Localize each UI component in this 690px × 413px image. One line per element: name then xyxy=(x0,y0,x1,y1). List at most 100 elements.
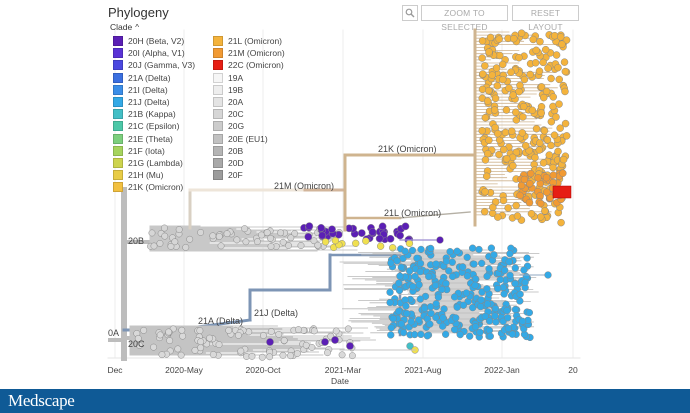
tree-tip[interactable] xyxy=(562,132,571,140)
tree-tip[interactable] xyxy=(233,236,241,244)
tree-tip[interactable] xyxy=(297,242,305,250)
zoom-to-selected-button[interactable]: ZOOM TO SELECTED xyxy=(421,5,508,32)
tree-tip[interactable] xyxy=(528,106,537,115)
tree-tip[interactable] xyxy=(393,257,401,265)
legend-item[interactable]: 21E (Theta) xyxy=(113,133,173,145)
tree-tip[interactable] xyxy=(235,331,242,339)
tree-tip[interactable] xyxy=(413,254,421,262)
tree-tip[interactable] xyxy=(505,258,513,266)
tree-tip[interactable] xyxy=(549,163,557,172)
tree-tip[interactable] xyxy=(275,330,283,338)
tree-tip[interactable] xyxy=(158,351,166,359)
tree-tip[interactable] xyxy=(508,127,516,135)
tree-tip[interactable] xyxy=(134,334,142,342)
tree-tip[interactable] xyxy=(148,229,156,237)
tree-tip[interactable] xyxy=(549,93,557,101)
tree-tip[interactable] xyxy=(485,86,493,95)
tree-tip[interactable] xyxy=(519,102,528,111)
tree-tip[interactable] xyxy=(150,343,158,351)
tree-tip[interactable] xyxy=(487,244,496,252)
tree-tip[interactable] xyxy=(331,336,339,344)
tree-tip[interactable] xyxy=(463,253,471,261)
legend-item[interactable]: 21F (Iota) xyxy=(113,145,165,157)
legend-item[interactable]: 21A (Delta) xyxy=(113,72,171,84)
tree-tip[interactable] xyxy=(217,242,225,250)
tree-tip[interactable] xyxy=(445,267,453,275)
tree-tip[interactable] xyxy=(415,316,423,324)
tree-tip[interactable] xyxy=(165,328,173,336)
tree-tip[interactable] xyxy=(515,53,523,62)
tree-tip[interactable] xyxy=(512,201,520,210)
tree-tip[interactable] xyxy=(331,236,339,245)
tree-tip[interactable] xyxy=(475,245,483,254)
tree-tip[interactable] xyxy=(387,259,395,267)
tree-tip[interactable] xyxy=(197,338,205,346)
tree-tip[interactable] xyxy=(266,353,274,361)
tree-tip[interactable] xyxy=(386,288,394,296)
tree-tip[interactable] xyxy=(431,281,440,290)
tree-tip[interactable] xyxy=(453,247,461,255)
legend-item[interactable]: 22C (Omicron) xyxy=(213,59,284,71)
tree-tip[interactable] xyxy=(432,313,440,322)
tree-tip[interactable] xyxy=(405,239,414,248)
tree-tip[interactable] xyxy=(539,159,548,167)
tree-tip[interactable] xyxy=(415,281,423,289)
tree-tip[interactable] xyxy=(511,108,520,117)
tree-tip[interactable] xyxy=(500,290,508,298)
tree-tip[interactable] xyxy=(547,117,556,126)
tree-tip[interactable] xyxy=(554,147,562,156)
tree-tip[interactable] xyxy=(495,35,503,43)
tree-tip[interactable] xyxy=(263,229,271,237)
tree-tip[interactable] xyxy=(507,68,515,76)
tree-tip[interactable] xyxy=(389,314,397,323)
tree-tip[interactable] xyxy=(375,234,384,243)
tree-tip[interactable] xyxy=(483,272,491,280)
tree-tip[interactable] xyxy=(559,169,567,177)
tree-tip[interactable] xyxy=(209,232,217,240)
tree-tip[interactable] xyxy=(156,331,164,339)
tree-tip[interactable] xyxy=(223,230,231,238)
tree-tip[interactable] xyxy=(411,272,419,281)
tree-tip[interactable] xyxy=(509,162,517,170)
tree-tip[interactable] xyxy=(493,82,502,90)
tree-tip[interactable] xyxy=(532,46,540,55)
tree-tip[interactable] xyxy=(521,141,530,150)
tree-tip[interactable] xyxy=(459,263,467,271)
tree-tip[interactable] xyxy=(387,331,395,339)
tree-tip[interactable] xyxy=(556,33,565,41)
tree-tip[interactable] xyxy=(416,268,424,276)
tree-tip[interactable] xyxy=(321,338,329,346)
tree-tip[interactable] xyxy=(362,237,370,245)
tree-tip[interactable] xyxy=(481,312,489,321)
tree-tip[interactable] xyxy=(491,312,499,320)
tree-tip[interactable] xyxy=(485,265,493,273)
tree-tip[interactable] xyxy=(156,239,164,247)
tree-tip[interactable] xyxy=(469,304,477,312)
tree-tip[interactable] xyxy=(477,296,485,304)
tree-tip[interactable] xyxy=(432,300,440,308)
tree-tip[interactable] xyxy=(287,352,295,360)
tree-tip[interactable] xyxy=(537,102,546,111)
legend-item[interactable]: 19A xyxy=(213,72,243,84)
legend-title[interactable]: Clade ^ xyxy=(110,22,139,32)
tree-tip[interactable] xyxy=(417,245,425,254)
legend-item[interactable]: 21H (Mu) xyxy=(113,169,163,181)
tree-tip[interactable] xyxy=(501,128,510,137)
tree-tip[interactable] xyxy=(502,106,511,114)
tree-tip[interactable] xyxy=(167,242,175,250)
tree-tip[interactable] xyxy=(291,230,299,237)
tree-tip[interactable] xyxy=(426,303,435,311)
tree-tip[interactable] xyxy=(450,325,459,334)
tree-tip[interactable] xyxy=(558,40,566,48)
legend-item[interactable]: 19B xyxy=(213,84,243,96)
tree-tip[interactable] xyxy=(511,305,520,314)
tree-tip[interactable] xyxy=(512,148,521,157)
tree-tip[interactable] xyxy=(452,314,460,322)
tree-tip[interactable] xyxy=(442,279,450,288)
tree-tip[interactable] xyxy=(521,278,529,287)
tree-tip[interactable] xyxy=(140,326,148,334)
legend-item[interactable]: 20G xyxy=(213,120,244,132)
tree-tip[interactable] xyxy=(490,251,498,259)
tree-tip[interactable] xyxy=(498,60,507,69)
tree-tip[interactable] xyxy=(401,296,409,304)
